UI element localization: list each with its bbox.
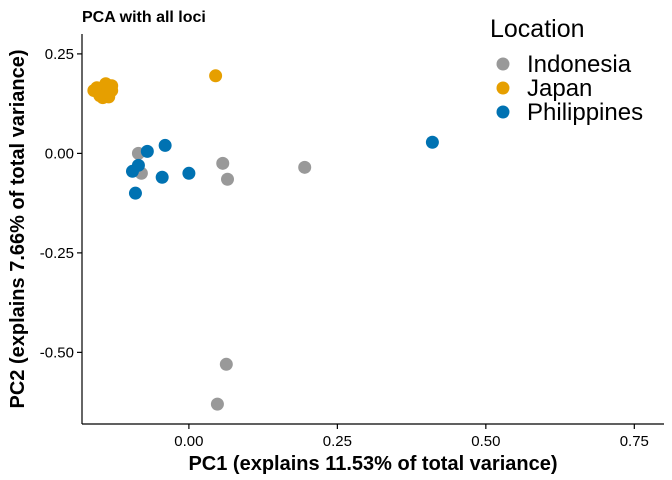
x-tick-label: 0.00 (174, 433, 203, 450)
point-philippines (128, 186, 142, 200)
legend-key-philippines (496, 105, 510, 119)
point-philippines (131, 158, 145, 172)
x-ticks: 0.00 0.25 0.50 0.75 (174, 424, 649, 450)
point-philippines (140, 144, 154, 158)
point-philippines (425, 135, 439, 149)
legend-label-indonesia: Indonesia (527, 51, 632, 78)
legend-key-japan (496, 81, 510, 95)
axes (81, 34, 664, 425)
y-tick-label: -0.50 (40, 344, 74, 361)
legend-title: Location (490, 15, 585, 43)
point-philippines (158, 138, 172, 152)
legend-key-indonesia (496, 57, 510, 71)
point-indonesia (221, 172, 234, 186)
point-japan (209, 69, 223, 83)
legend-label-philippines: Philippines (527, 99, 643, 126)
point-indonesia (210, 397, 224, 411)
data-points (87, 69, 439, 411)
point-indonesia (219, 357, 233, 371)
y-axis-title: PC2 (explains 7.66% of total variance) (7, 49, 29, 408)
chart-title: PCA with all loci (82, 9, 206, 26)
x-tick-label: 0.50 (471, 433, 500, 450)
point-japan (93, 89, 107, 103)
y-tick-label: 0.25 (45, 46, 74, 63)
y-tick-label: 0.00 (45, 145, 74, 162)
point-philippines (155, 170, 169, 184)
x-tick-label: 0.75 (620, 433, 649, 450)
x-tick-label: 0.25 (323, 433, 352, 450)
y-tick-label: -0.25 (40, 245, 74, 262)
y-ticks: 0.25 0.00 -0.25 -0.50 (40, 46, 82, 361)
point-indonesia (216, 156, 230, 170)
point-indonesia (298, 160, 312, 174)
legend-label-japan: Japan (527, 75, 592, 102)
point-japan (105, 79, 119, 93)
point-philippines (182, 166, 196, 180)
x-axis-title: PC1 (explains 11.53% of total variance) (188, 453, 557, 475)
